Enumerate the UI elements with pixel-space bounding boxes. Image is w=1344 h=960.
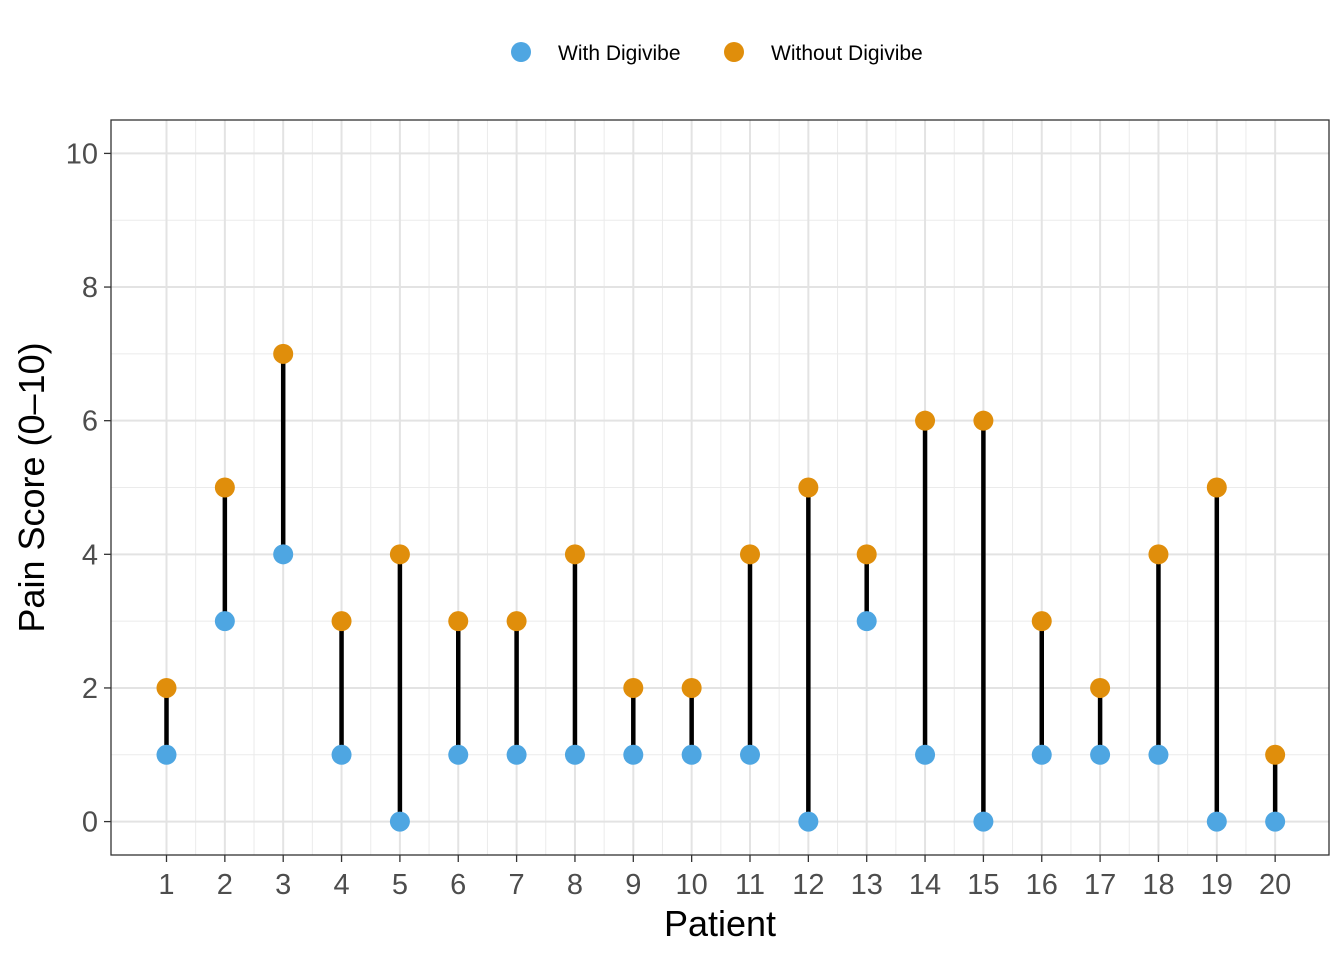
y-tick-label: 6 bbox=[82, 406, 98, 438]
point-without-digivibe bbox=[623, 677, 644, 698]
point-without-digivibe bbox=[1148, 544, 1169, 565]
point-without-digivibe bbox=[389, 544, 410, 565]
panel-border bbox=[110, 119, 1330, 856]
x-tick-label: 11 bbox=[735, 869, 765, 901]
x-tick-label: 1 bbox=[158, 869, 174, 901]
point-without-digivibe bbox=[798, 477, 819, 498]
x-tick-label: 5 bbox=[392, 869, 408, 901]
y-tick-label: 4 bbox=[82, 539, 98, 571]
x-axis-title: Patient bbox=[664, 903, 776, 944]
point-without-digivibe bbox=[448, 611, 469, 632]
y-axis-title: Pain Score (0–10) bbox=[11, 342, 52, 632]
y-tick-label: 0 bbox=[82, 807, 98, 839]
point-with-digivibe bbox=[564, 744, 585, 765]
point-with-digivibe bbox=[681, 744, 702, 765]
point-with-digivibe bbox=[389, 811, 410, 832]
x-tick-label: 13 bbox=[851, 869, 883, 901]
point-without-digivibe bbox=[214, 477, 235, 498]
connectors bbox=[164, 353, 1278, 822]
y-tick-label: 2 bbox=[82, 673, 98, 705]
point-with-digivibe bbox=[798, 811, 819, 832]
point-with-digivibe bbox=[506, 744, 527, 765]
point-with-digivibe bbox=[1206, 811, 1227, 832]
point-with-digivibe bbox=[273, 544, 294, 565]
point-with-digivibe bbox=[915, 744, 936, 765]
point-without-digivibe bbox=[973, 410, 994, 431]
point-without-digivibe bbox=[681, 677, 702, 698]
x-tick-label: 8 bbox=[567, 869, 583, 901]
point-without-digivibe bbox=[1206, 477, 1227, 498]
x-tick-label: 19 bbox=[1201, 869, 1233, 901]
x-tick-label: 16 bbox=[1026, 869, 1058, 901]
point-without-digivibe bbox=[856, 544, 877, 565]
x-tick-label: 14 bbox=[909, 869, 941, 901]
point-without-digivibe bbox=[156, 677, 177, 698]
y-axis: 0 2 4 6 8 10 bbox=[66, 138, 111, 839]
x-axis: 1 2 3 4 5 6 7 8 9 10 11 12 13 14 15 16 17 18 19 20 bbox=[158, 855, 1291, 901]
point-with-digivibe bbox=[623, 744, 644, 765]
point-with-digivibe bbox=[973, 811, 994, 832]
x-tick-label: 12 bbox=[792, 869, 824, 901]
point-without-digivibe bbox=[740, 544, 760, 565]
x-tick-label: 2 bbox=[217, 869, 233, 901]
legend: With Digivibe Without Digivibe bbox=[511, 42, 923, 65]
x-tick-label: 20 bbox=[1259, 869, 1291, 901]
point-without-digivibe bbox=[331, 611, 352, 632]
x-tick-label: 6 bbox=[450, 869, 466, 901]
x-tick-label: 3 bbox=[275, 869, 291, 901]
x-tick-label: 10 bbox=[676, 869, 708, 901]
x-tick-label: 18 bbox=[1142, 869, 1174, 901]
legend-label: Without Digivibe bbox=[771, 42, 923, 65]
point-with-digivibe bbox=[1148, 744, 1169, 765]
x-tick-label: 7 bbox=[509, 869, 525, 901]
legend-label: With Digivibe bbox=[558, 42, 681, 65]
y-tick-label: 10 bbox=[66, 138, 98, 170]
grid bbox=[111, 120, 1329, 855]
point-with-digivibe bbox=[448, 744, 469, 765]
point-with-digivibe bbox=[1265, 811, 1286, 832]
point-with-digivibe bbox=[856, 611, 877, 632]
point-without-digivibe bbox=[1031, 611, 1052, 632]
point-with-digivibe bbox=[740, 744, 760, 765]
point-with-digivibe bbox=[331, 744, 352, 765]
x-tick-label: 9 bbox=[625, 869, 641, 901]
point-without-digivibe bbox=[564, 544, 585, 565]
data-points bbox=[156, 343, 1286, 832]
point-with-digivibe bbox=[214, 611, 235, 632]
point-with-digivibe bbox=[1090, 744, 1111, 765]
point-without-digivibe bbox=[915, 410, 936, 431]
x-tick-label: 4 bbox=[333, 869, 349, 901]
y-tick-label: 8 bbox=[82, 272, 98, 304]
legend-key bbox=[724, 42, 744, 62]
point-with-digivibe bbox=[1031, 744, 1052, 765]
point-without-digivibe bbox=[1090, 677, 1111, 698]
x-tick-label: 17 bbox=[1084, 869, 1116, 901]
point-without-digivibe bbox=[1265, 744, 1286, 765]
legend-key bbox=[511, 42, 531, 62]
point-without-digivibe bbox=[506, 611, 527, 632]
x-tick-label: 15 bbox=[967, 869, 999, 901]
point-without-digivibe bbox=[273, 343, 294, 364]
point-with-digivibe bbox=[156, 744, 177, 765]
